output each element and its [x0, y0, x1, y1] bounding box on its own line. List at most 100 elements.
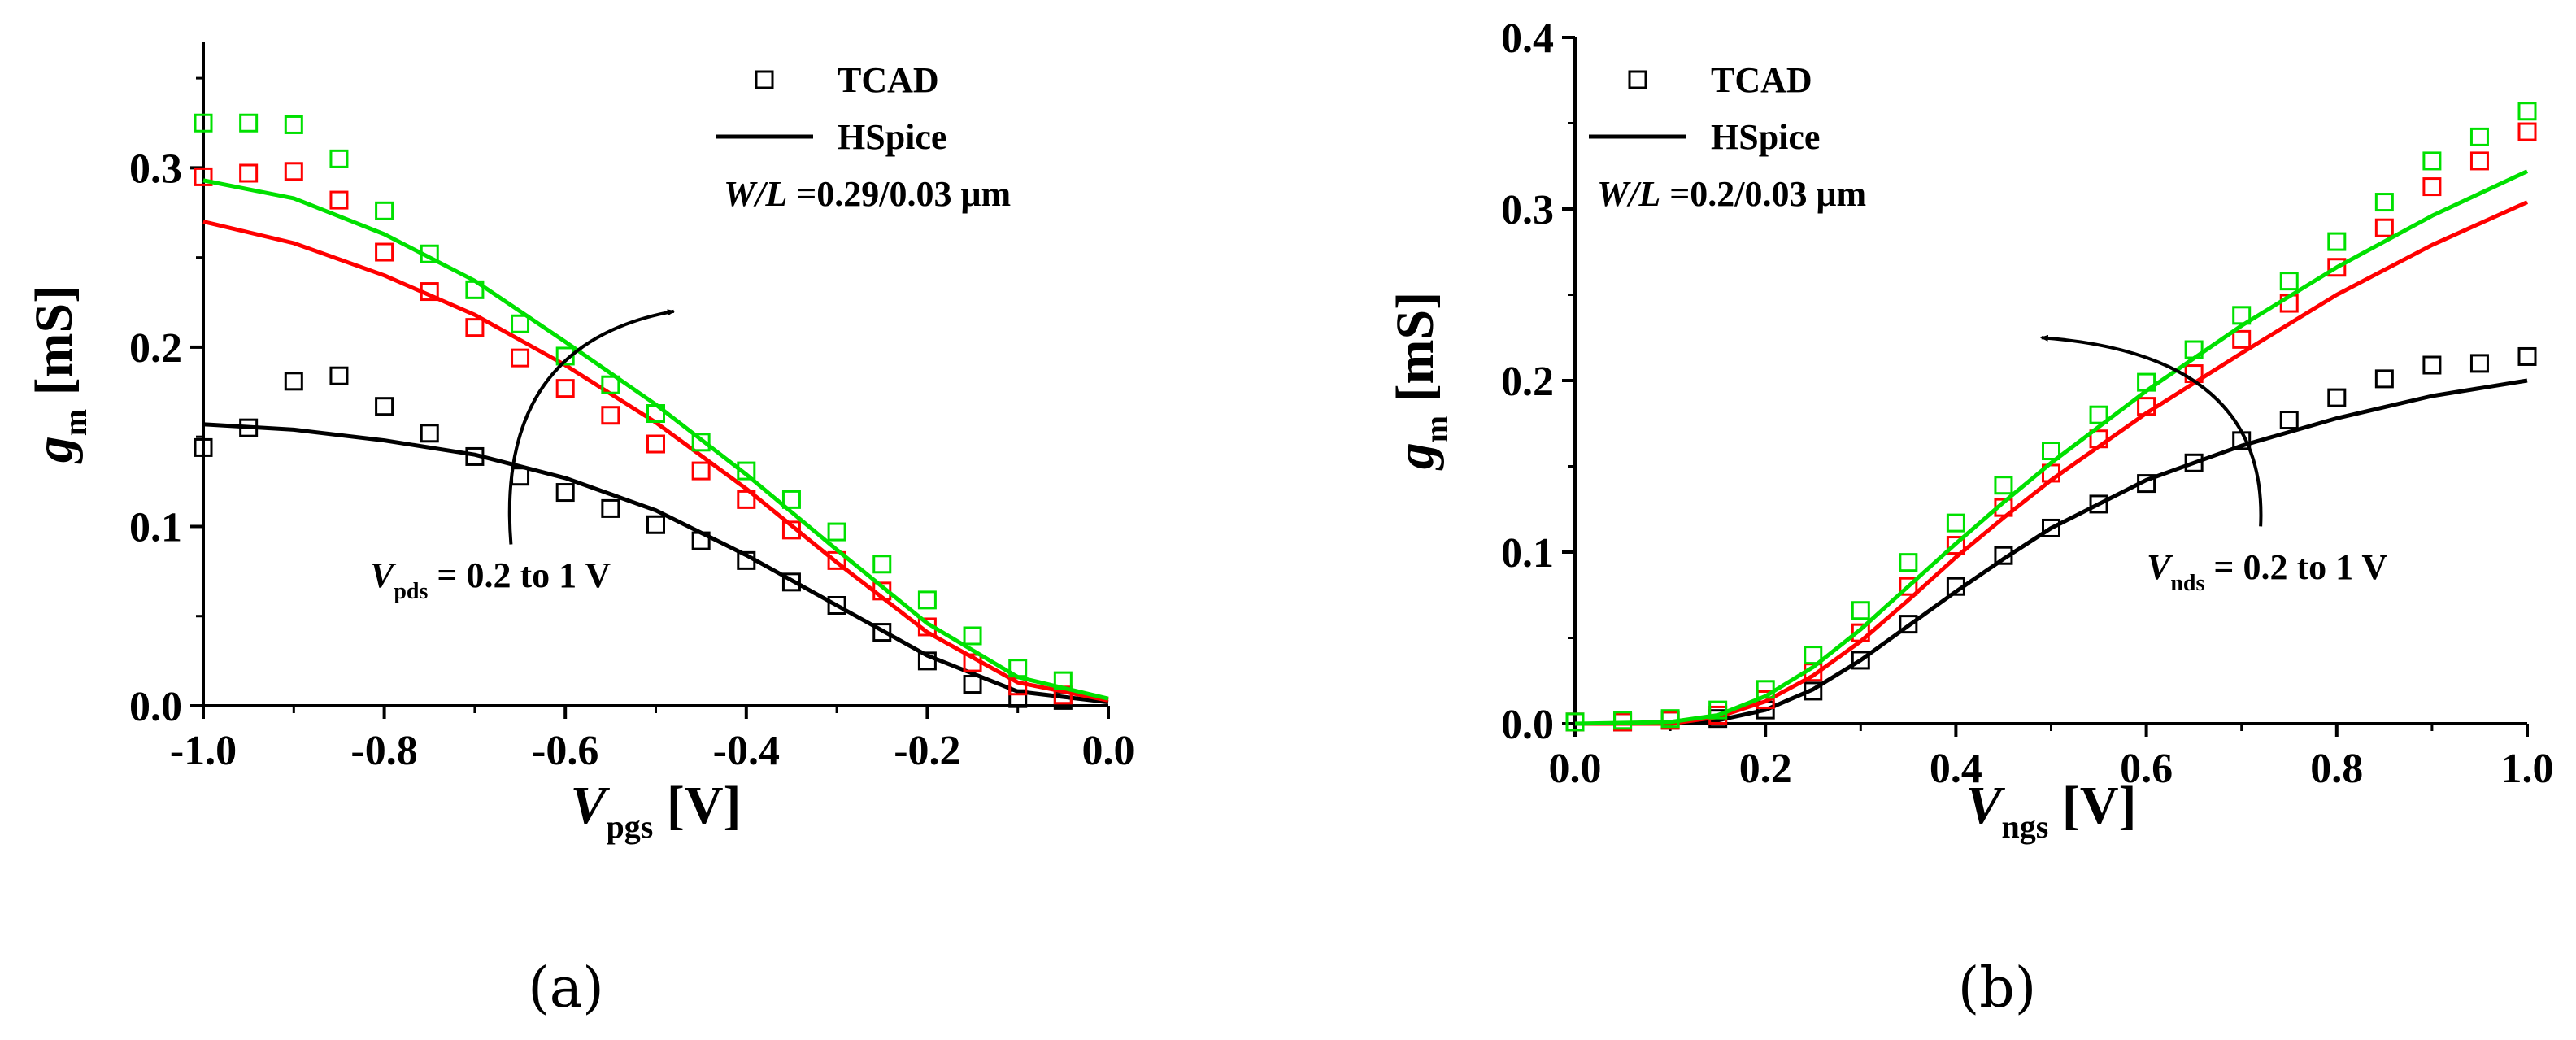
panel-b-tcad-point-0 — [1994, 546, 2013, 565]
panel-b-tcad-point-2 — [2374, 193, 2394, 212]
panel-a-tcad-point-0 — [963, 675, 982, 694]
panel-a-tcad-point-1 — [284, 162, 303, 181]
panel-a-tcad-point-0 — [827, 595, 846, 615]
panel-b-sweep-arrow — [2039, 334, 2263, 527]
panel-b-x-label-sub: ngs — [2002, 808, 2049, 845]
panel-b-y-tick-label: 0.3 — [1501, 187, 1554, 233]
panel-a-x-label-unit: [V] — [653, 776, 741, 835]
panel-b-y-tick-label: 0.4 — [1501, 15, 1554, 62]
panel-b-tcad-point-1 — [1899, 577, 1918, 596]
panel-b-hspice-line-1 — [1575, 200, 2529, 726]
panel-a-tcad-point-2 — [781, 490, 801, 509]
panel-a-tcad-point-1 — [420, 282, 439, 302]
panel-b-x-tick-label: 0.8 — [2310, 746, 2363, 792]
panel-a-tcad-point-2 — [329, 149, 349, 168]
panel-a-tcad-point-0 — [691, 531, 711, 550]
panel-b-x-label-main: V — [1966, 776, 2006, 835]
panel-a-x-label-main: V — [571, 776, 611, 835]
panel-a-tcad-point-1 — [239, 163, 259, 183]
panel-a-tcad-point-0 — [375, 397, 394, 416]
panel-a-tcad-point-2 — [284, 115, 303, 134]
panel-a-tcad-point-1 — [194, 167, 213, 186]
panel-a-y-tick-label: 0.3 — [129, 146, 182, 192]
panel-b-y-label-main: g — [1386, 442, 1445, 471]
panel-a-tcad-point-0 — [194, 437, 213, 457]
panel-a-tcad-point-2 — [555, 346, 575, 366]
panel-b-tcad-point-2 — [2042, 442, 2060, 461]
panel-b-x-tick-label: 0.2 — [1739, 746, 1792, 792]
panel-a-tcad-point-2 — [1008, 659, 1028, 678]
panel-a-annotation-rest: = 0.2 to 1 V — [428, 555, 611, 595]
panel-a-x-tick-label: -0.8 — [350, 728, 417, 774]
panel-b-tcad-point-0 — [2374, 369, 2394, 389]
panel-a-tcad-point-0 — [601, 498, 620, 518]
panel-a-annotation-sub: pds — [394, 579, 428, 604]
panel-a-y-axis-label: gm [mS] — [24, 285, 94, 464]
panel-a-tcad-point-2 — [194, 113, 213, 133]
panel-b-tcad-point-2 — [1756, 680, 1775, 699]
panel-a-tcad-point-1 — [827, 550, 846, 570]
panel-a-legend-tcad-label: TCAD — [838, 60, 939, 100]
panel-a-tcad-point-0 — [646, 515, 665, 534]
panel-b-x-tick-label: 0.4 — [1930, 746, 1982, 792]
panel-a-tcad-point-0 — [555, 483, 575, 503]
panel-b-tcad-point-2 — [1804, 646, 1823, 665]
panel-b-tcad-point-1 — [2469, 151, 2489, 171]
panel-b-y-label-sub: m — [1418, 416, 1455, 442]
panel-a-tcad-point-2 — [827, 522, 846, 542]
panel-a-legend-hspice-label: HSpice — [838, 117, 946, 157]
panel-b-tcad-point-0 — [1851, 651, 1870, 670]
panel-a-tcad-point-0 — [284, 372, 303, 391]
panel-b-y-label-unit: [mS] — [1386, 292, 1445, 416]
panel-b-tcad-point-0 — [2279, 411, 2299, 430]
panel-b-tcad-point-2 — [1708, 700, 1728, 720]
panel-a-tcad-point-1 — [601, 406, 620, 425]
panel-a-tcad-point-0 — [239, 418, 259, 437]
panel-a-x-tick-label: 0.0 — [1082, 728, 1135, 774]
panel-b-tcad-point-0 — [2137, 474, 2156, 494]
panel-a-tcad-point-1 — [465, 318, 485, 337]
panel-b-tcad-point-2 — [1660, 709, 1680, 729]
panel-a-legend-marker — [755, 70, 774, 89]
panel-a-y-label-sub: m — [57, 409, 94, 436]
panel-b-hspice-line-2 — [1574, 169, 2529, 726]
panel-a-tcad-point-0 — [737, 550, 756, 570]
panel-b-tcad-point-0 — [2089, 494, 2108, 514]
panel-b-tcad-point-1 — [2327, 258, 2347, 277]
panel-b-tcad-point-0 — [2184, 453, 2204, 472]
panel-a-annotation: Vpds = 0.2 to 1 V — [370, 555, 611, 604]
panel-b-tcad-point-0 — [2422, 355, 2442, 375]
panel-a-tcad-point-2 — [420, 244, 439, 263]
panel-a-y-tick-label: 0.2 — [129, 325, 182, 372]
panel-b-annotation: Vnds = 0.2 to 1 V — [2147, 547, 2387, 596]
panel-a-tcad-point-0 — [872, 623, 892, 642]
panel-b-legend-tcad-label: TCAD — [1711, 60, 1812, 100]
panel-a-caption: (a) — [528, 956, 604, 1020]
panel-b-x-tick-label: 0.0 — [1549, 746, 1602, 792]
panel-a-y-label-main: g — [24, 436, 84, 464]
panel-a-chart: -1.0 -0.8 -0.6 -0.4 -0.2 0.0 0.0 0.1 0.2 0.3 Vpgs … — [24, 42, 1135, 1020]
panel-a-tcad-point-1 — [963, 653, 982, 672]
panel-a-x-label-sub: pgs — [607, 808, 654, 845]
panel-b-tcad-point-2 — [2327, 232, 2347, 251]
panel-b-tcad-point-2 — [2232, 306, 2252, 325]
panel-b-tcad-point-2 — [1946, 513, 1965, 533]
panel-a-tcad-point-1 — [646, 434, 665, 454]
panel-b-tcad-point-2 — [2279, 272, 2299, 291]
panel-b-tcad-point-2 — [1613, 711, 1633, 730]
panel-b-tcad-point-2 — [1994, 476, 2013, 495]
panel-a-tcad-point-0 — [781, 572, 801, 592]
panel-a-tcad-point-2 — [601, 375, 620, 394]
panel-a-tcad-point-2 — [963, 626, 982, 646]
panel-a-tcad-point-1 — [781, 520, 801, 540]
panel-b-tcad-point-2 — [2517, 102, 2537, 121]
panel-a-legend-wl-value: =0.29/0.03 μm — [787, 174, 1011, 214]
panel-b-tcad-point-2 — [1851, 601, 1870, 620]
panel-b-hspice-line-0 — [1575, 378, 2528, 726]
panel-a-x-axis-label: Vpgs [V] — [571, 776, 742, 845]
panel-a-tcad-point-2 — [375, 201, 394, 220]
panel-b-x-axis-label: Vngs [V] — [1966, 776, 2137, 845]
panel-b-tcad-point-2 — [2184, 340, 2204, 359]
